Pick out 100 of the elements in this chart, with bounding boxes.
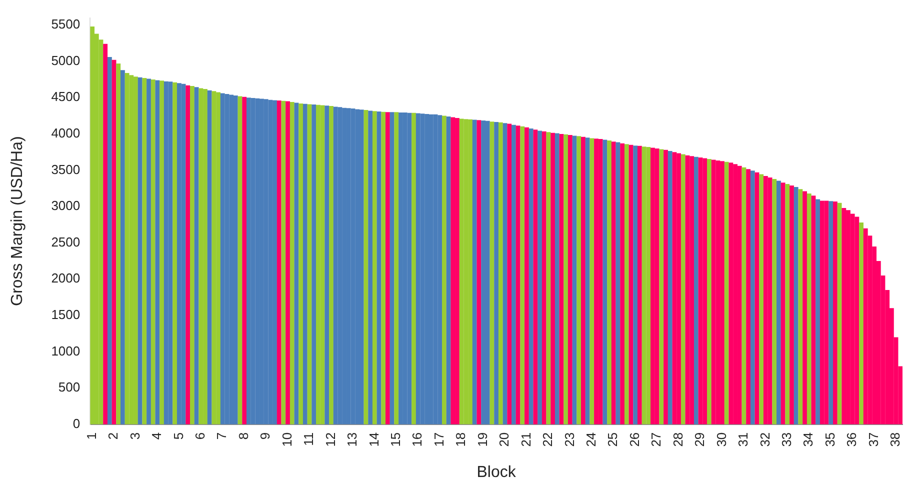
bar bbox=[207, 90, 212, 424]
bar bbox=[568, 135, 572, 424]
x-tick-label: 32 bbox=[757, 432, 772, 447]
y-tick-label: 3000 bbox=[51, 198, 80, 214]
bar bbox=[298, 103, 304, 424]
bar bbox=[633, 146, 638, 424]
bar bbox=[611, 142, 616, 424]
bar bbox=[333, 106, 338, 424]
y-tick-label: 5000 bbox=[51, 52, 80, 68]
bar bbox=[286, 101, 290, 424]
x-tick-label: 20 bbox=[496, 432, 512, 447]
bar bbox=[390, 112, 394, 424]
bar bbox=[224, 94, 230, 424]
x-tick-label: 28 bbox=[670, 432, 686, 447]
bar bbox=[402, 112, 408, 424]
bar bbox=[329, 106, 334, 424]
x-tick-label: 29 bbox=[692, 432, 708, 447]
bar bbox=[802, 191, 807, 424]
bar bbox=[346, 108, 351, 424]
y-tick-label: 2500 bbox=[51, 234, 80, 250]
bar bbox=[524, 127, 529, 424]
bar bbox=[637, 146, 642, 424]
bar bbox=[711, 160, 716, 424]
bar bbox=[302, 104, 308, 424]
bar bbox=[590, 138, 594, 424]
bar bbox=[186, 85, 190, 424]
bar bbox=[837, 202, 842, 424]
bar bbox=[564, 134, 568, 424]
bar bbox=[446, 116, 451, 424]
bar bbox=[811, 196, 816, 424]
bar bbox=[428, 114, 434, 424]
bar bbox=[654, 148, 660, 424]
bar bbox=[290, 102, 294, 424]
bar bbox=[416, 113, 420, 424]
bar bbox=[124, 72, 130, 424]
bar bbox=[750, 170, 755, 424]
bar bbox=[498, 122, 503, 424]
bar bbox=[785, 184, 790, 424]
bar bbox=[238, 96, 242, 424]
bar bbox=[194, 87, 199, 424]
bar bbox=[528, 128, 534, 424]
bar bbox=[476, 120, 482, 424]
bar bbox=[190, 86, 194, 424]
x-tick-label: 11 bbox=[301, 432, 316, 446]
bar bbox=[420, 114, 425, 424]
bar bbox=[316, 104, 320, 424]
bar bbox=[394, 112, 399, 424]
x-tick-label: 35 bbox=[822, 432, 838, 447]
bar bbox=[459, 118, 464, 424]
x-tick-label: 30 bbox=[714, 432, 729, 447]
x-tick-label: 27 bbox=[648, 432, 664, 447]
bar bbox=[624, 144, 629, 424]
bar bbox=[276, 100, 282, 424]
bar bbox=[264, 99, 268, 424]
bar bbox=[780, 182, 786, 424]
x-axis-title: Block bbox=[476, 464, 517, 481]
bar bbox=[554, 133, 560, 424]
bar bbox=[386, 112, 390, 424]
bar bbox=[768, 178, 772, 424]
x-tick-label: 23 bbox=[562, 432, 577, 447]
bar bbox=[268, 100, 273, 424]
bar bbox=[742, 167, 746, 424]
x-tick-label: 37 bbox=[866, 432, 881, 447]
bar bbox=[680, 154, 686, 424]
bar bbox=[181, 84, 186, 424]
bar bbox=[672, 152, 677, 424]
y-tick-label: 500 bbox=[58, 380, 80, 395]
x-tick-label: 21 bbox=[518, 432, 534, 447]
x-tick-label: 6 bbox=[192, 432, 208, 440]
bar bbox=[490, 122, 494, 424]
bar bbox=[242, 96, 247, 424]
bar bbox=[155, 80, 160, 424]
x-tick-label: 1 bbox=[84, 432, 99, 440]
bar bbox=[116, 64, 121, 424]
x-tick-label: 2 bbox=[106, 432, 121, 440]
bar bbox=[142, 78, 147, 424]
bar bbox=[129, 75, 134, 424]
bar bbox=[754, 172, 760, 424]
bar bbox=[168, 82, 173, 424]
bar bbox=[559, 134, 564, 424]
bar bbox=[668, 151, 672, 424]
bar bbox=[485, 120, 490, 424]
bar bbox=[706, 159, 712, 424]
bar bbox=[464, 119, 468, 424]
x-tick-label: 12 bbox=[322, 432, 338, 447]
bar bbox=[854, 216, 860, 424]
y-axis-title: Gross Margin (USD/Ha) bbox=[9, 136, 26, 306]
bar bbox=[176, 83, 182, 424]
bar bbox=[642, 146, 646, 424]
bar bbox=[233, 95, 238, 424]
bar bbox=[602, 140, 608, 424]
bar bbox=[724, 162, 729, 424]
x-tick-label: 33 bbox=[778, 432, 794, 447]
bar bbox=[229, 94, 234, 424]
bar bbox=[502, 123, 508, 424]
x-tick-label: 7 bbox=[214, 432, 230, 440]
bar bbox=[728, 162, 734, 424]
y-tick-label: 1000 bbox=[51, 343, 80, 358]
bar bbox=[772, 178, 777, 424]
bar bbox=[863, 228, 868, 424]
